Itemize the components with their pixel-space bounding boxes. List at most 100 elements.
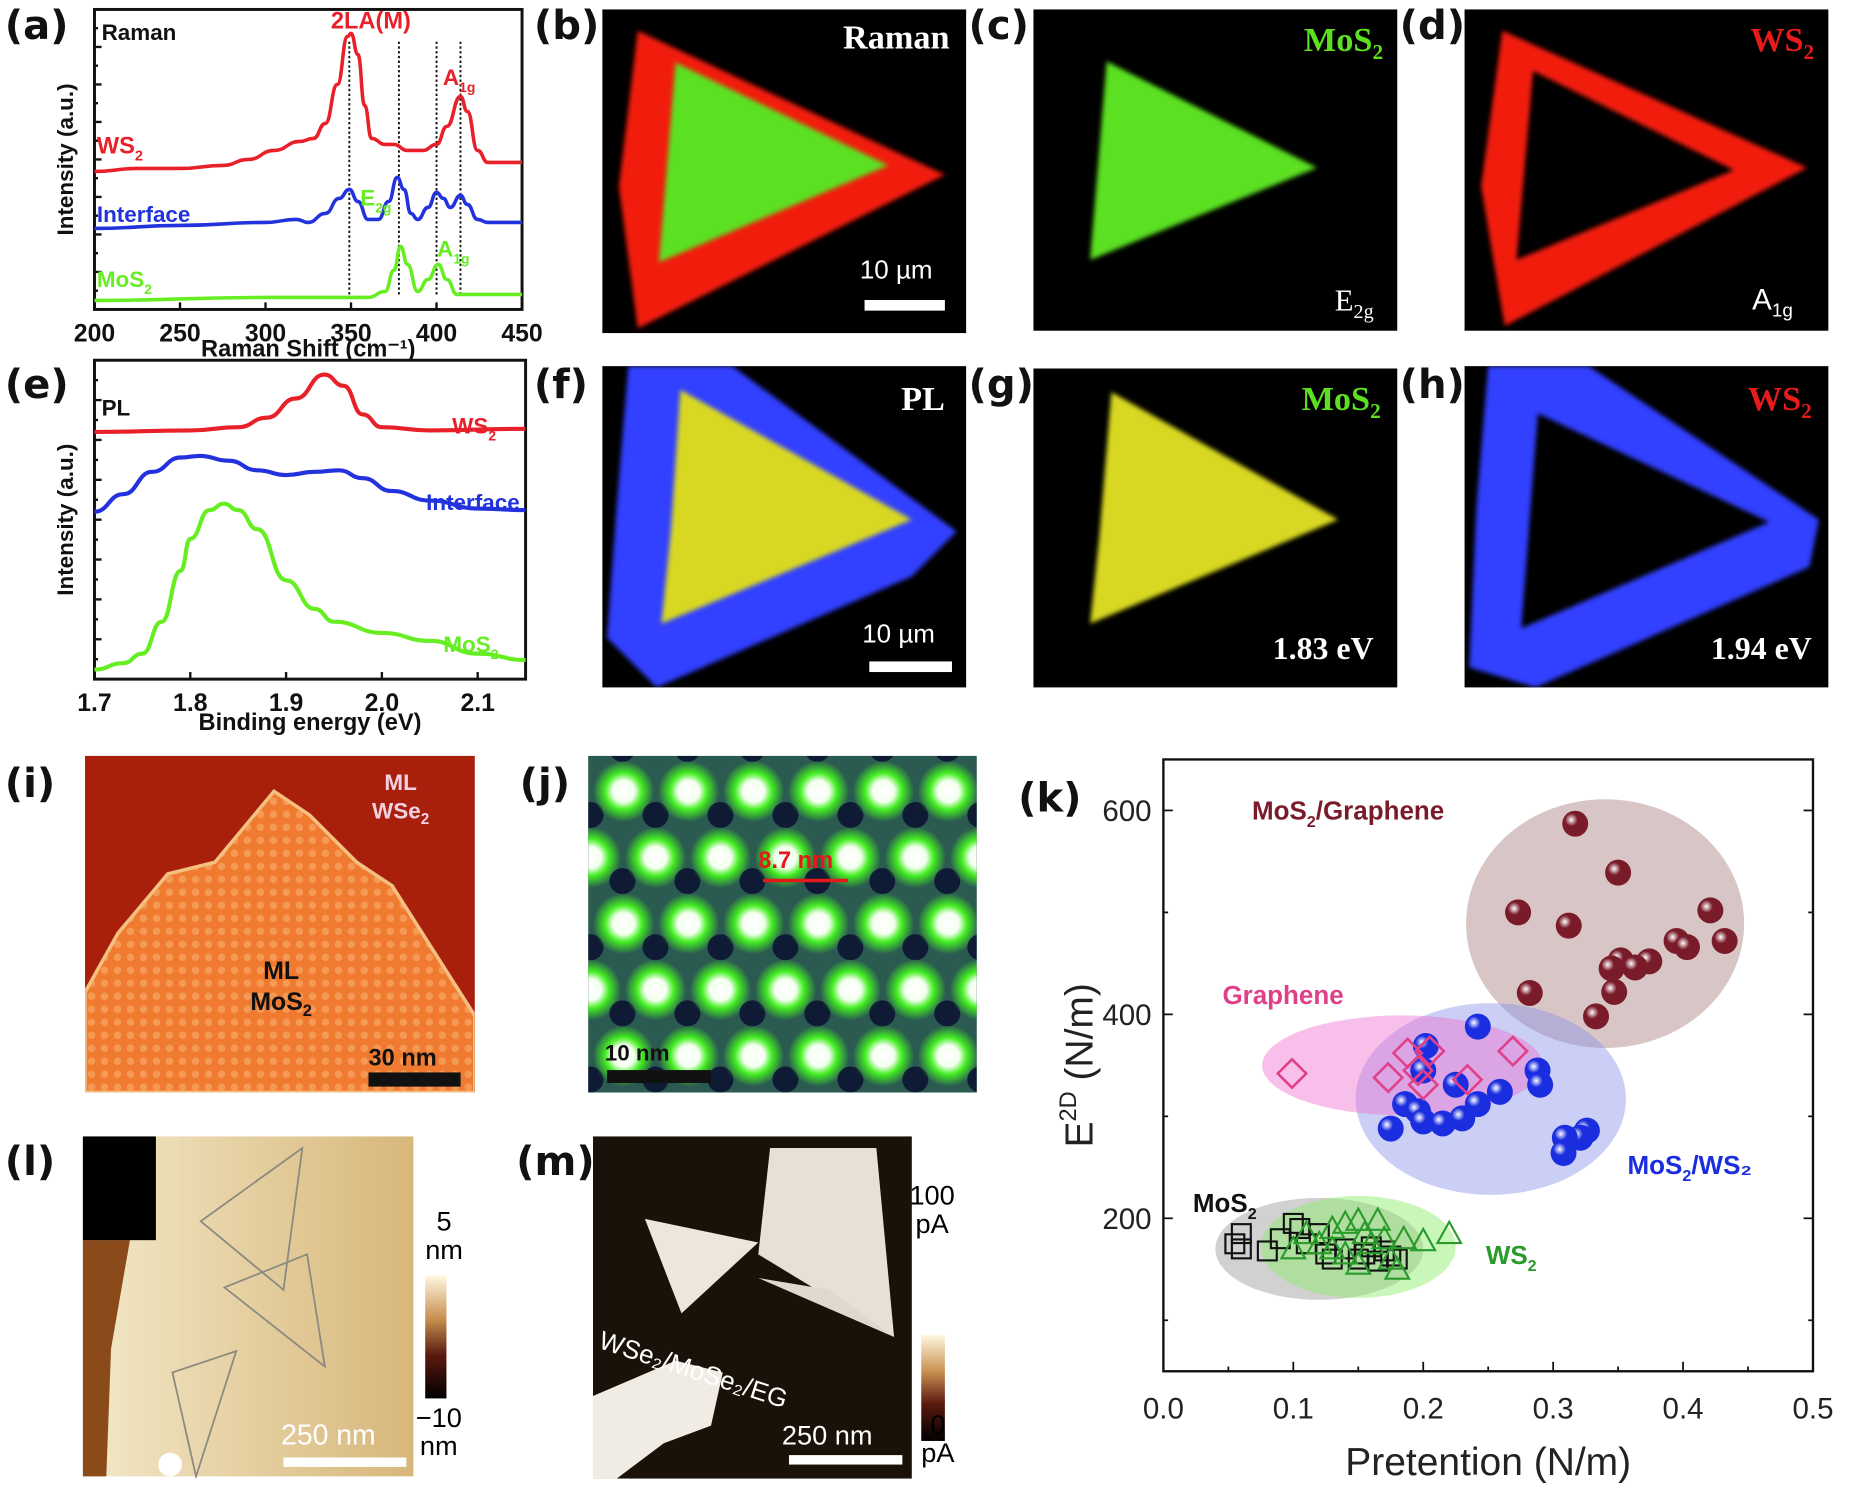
moire-dark-spot [642,934,669,961]
data-point-triangle [1409,1226,1437,1252]
data-point-sphere [1697,897,1724,924]
moire-bright-spot [884,959,947,1021]
mode-sub: 1g [1771,301,1793,322]
x-tick-label: 2.0 [365,690,399,717]
panel-label-j: (j) [519,760,571,808]
series-label-main: MoS [1193,1188,1248,1218]
moire-bright-spot [689,959,752,1021]
series-label-main: WS [1486,1240,1528,1270]
mode-sub: 2g [1353,300,1374,323]
moire-dark-spot [837,801,864,828]
moire-bright-spot [657,892,720,955]
moire-bright-spot [588,915,590,933]
annotation-label: PL [102,396,131,421]
moire-dark-spot [609,1000,636,1027]
moire-bright-spot [588,782,590,800]
pl-map-image: PL 10 µm [602,366,967,688]
annotation-label: WS2 [452,413,496,443]
wse-sub: 2 [420,809,430,828]
moire-graphic [588,755,977,1093]
x-axis-label-main: Binding energy (eV) [199,710,422,736]
x-tick-label-main: 300 [245,320,286,347]
series-label-main: Graphene [1222,980,1343,1010]
panel-label-f: (f) [533,361,589,409]
x-tick-label: 350 [330,320,371,347]
x-tick-label-main: 0.5 [1792,1393,1833,1426]
annotation-label-sub: 2 [491,646,499,662]
panel-label-c: (c) [968,2,1030,50]
x-axis-label: Pretention (N/m) [1345,1441,1631,1484]
data-point-diamond [1496,1035,1529,1068]
annotation-label-main: Raman [102,20,177,45]
moire-dark-spot [967,802,977,828]
annotation-label-main: MoS [443,632,490,657]
mos-label: MoS [250,988,303,1016]
annotation-label-main: PL [102,396,131,421]
moire-dark-spot [674,1000,701,1027]
series-label: Graphene [1222,980,1343,1010]
title-sub: 2 [1370,398,1381,423]
series-label: MoS2/WS₂ [1628,1150,1752,1185]
data-point-sphere [1622,954,1648,981]
mos2-pl-triangle [1090,392,1339,624]
particle [158,1452,182,1477]
data-point-sphere [1442,1071,1469,1098]
y-tick-label: 600 [1102,795,1151,828]
title-main: MoS [1303,21,1373,60]
stm-image-heterostructure: ML WSe2 ML MoS2 30 nm [85,755,475,1093]
data-point-sphere [1486,1078,1513,1105]
moire-dark-spot [871,755,894,762]
moire-bright-spot [971,1091,977,1093]
x-tick-label: 300 [245,320,286,347]
moire-bright-spot [819,826,882,889]
y-axis-label: Intensity (a.u.) [53,83,78,235]
y-tick-label: 200 [1102,1203,1151,1236]
moire-bright-spot [588,1091,599,1093]
y-tick-label-main: 200 [1102,1203,1151,1236]
current-map-graphic [592,1136,945,1479]
scale-bar-label: 30 nm [368,1045,437,1072]
annotation-label-main: Interface [97,202,191,227]
black-corner [82,1136,156,1241]
data-point-triangle [1383,1255,1411,1280]
annotation-label: Raman [102,20,177,45]
x-tick-label: 450 [501,320,542,347]
title-main: MoS [1301,380,1371,419]
moire-bright-spot [588,1047,590,1065]
scale-bar-label: 10 nm [604,1041,670,1067]
data-point-triangle [1370,1224,1398,1250]
current-colorbar [921,1334,945,1441]
data-point-sphere [1505,899,1532,926]
data-point-square [1230,1238,1252,1260]
x-tick-label: 400 [416,320,457,347]
ws2-title: WS2 [1748,380,1812,423]
annotation-label: E2g [360,186,391,216]
data-point-triangle [1390,1224,1418,1250]
data-point-triangle [1344,1250,1372,1275]
series-label-rest: /WS₂ [1691,1150,1752,1180]
pl-title: PL [901,380,945,419]
series-label-sub: 2 [1528,1257,1537,1275]
annotation-label-main: E [360,186,375,211]
x-tick-label-main: 0.1 [1273,1393,1314,1426]
data-point-triangle [1344,1206,1372,1231]
afm-graphic [82,1136,447,1479]
x-tick-label-main: 350 [330,320,371,347]
scale-bar [368,1072,461,1087]
moire-dark-spot [869,1000,896,1027]
moire-dark-spot [934,868,961,895]
annotation-label: WS2 [97,134,143,165]
moire-bright-spot [689,826,752,889]
data-point-diamond [1413,1035,1446,1068]
data-point-square [1224,1233,1246,1255]
x-tick-label-main: 1.7 [77,690,111,717]
moire-dark-spot [837,934,864,961]
moire-bright-spot [754,826,817,889]
mode-main: A [1752,283,1772,317]
y-tick-label-main: 400 [1102,999,1151,1032]
x-tick-label-main: 1.9 [269,690,303,717]
series-line-mos2 [94,501,526,672]
y-axis-label-part: 2D [1056,1091,1082,1121]
